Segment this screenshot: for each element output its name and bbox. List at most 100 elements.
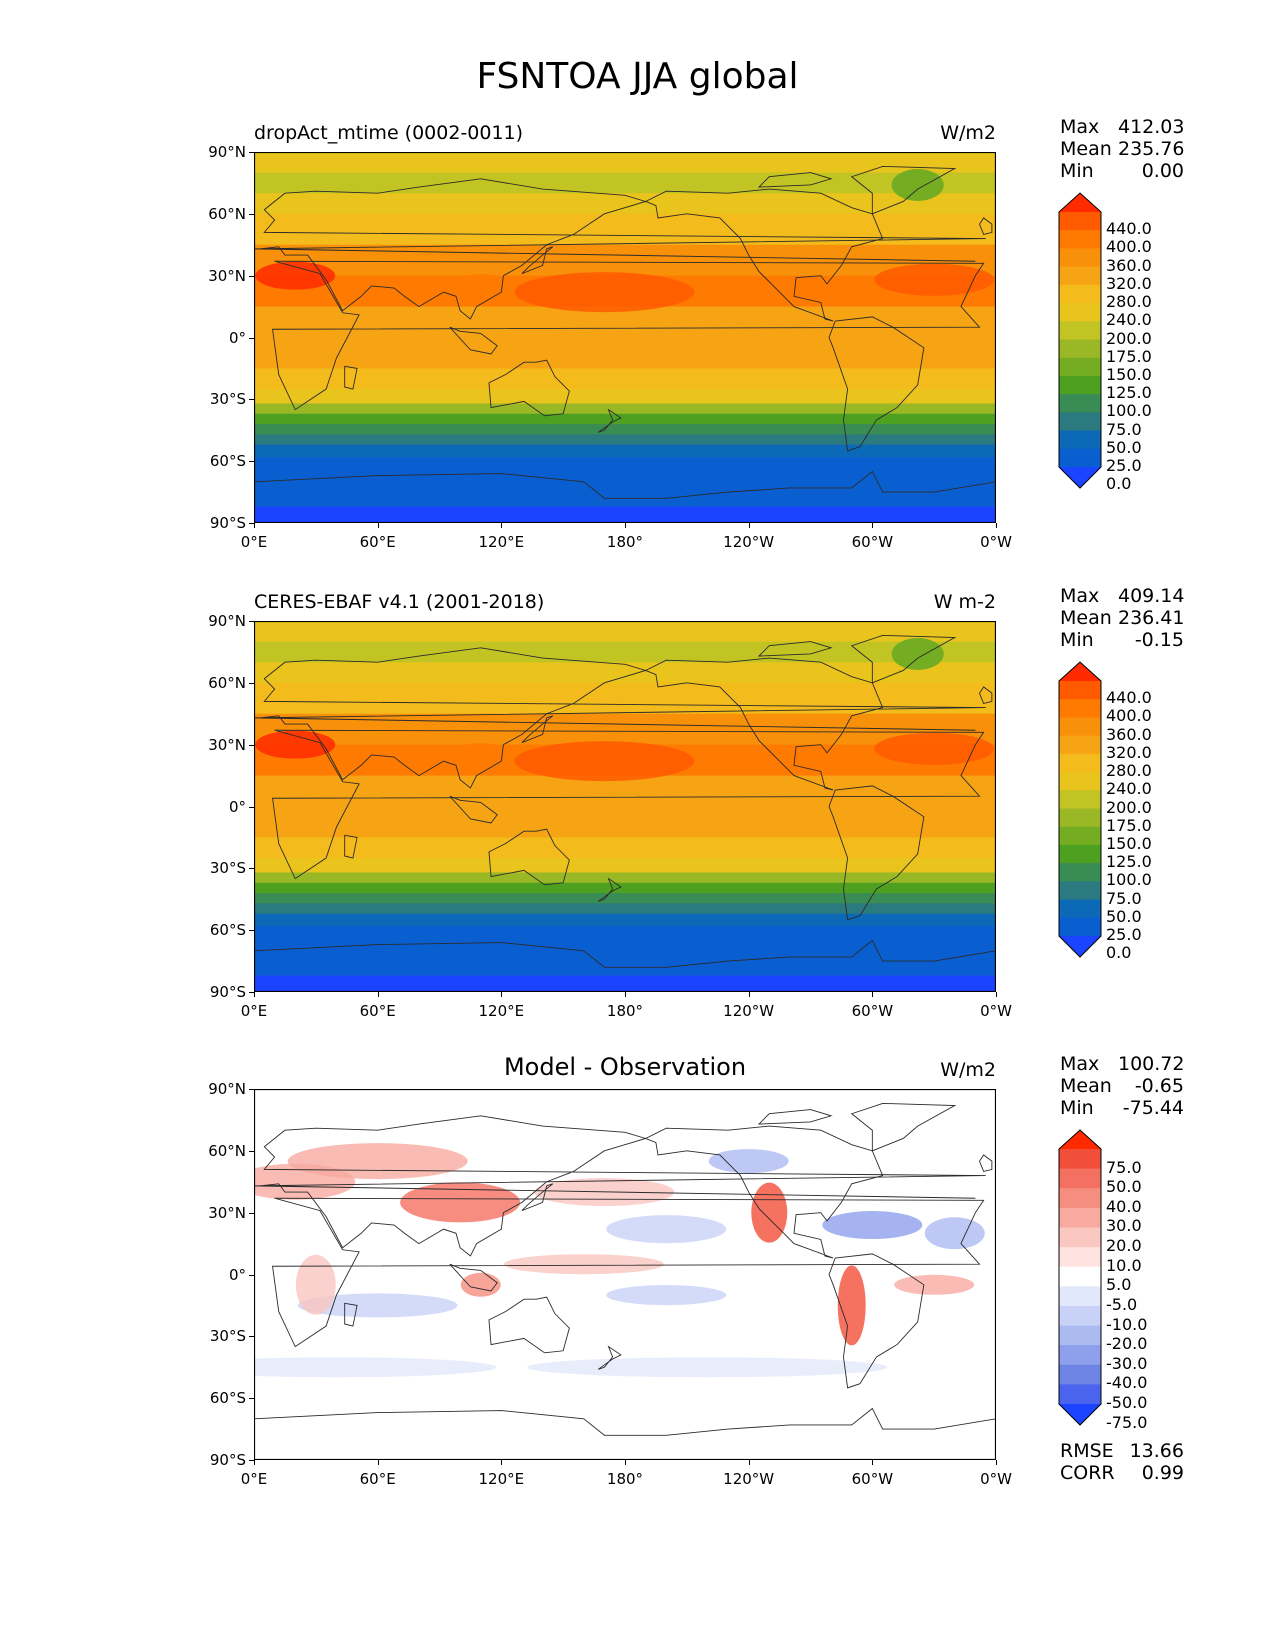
coastline	[850, 634, 957, 684]
colorbar-swatch	[1059, 863, 1101, 882]
colorbar-extend-top	[1059, 662, 1101, 681]
field-feature	[874, 263, 995, 296]
lon-tick-mark	[625, 1460, 626, 1465]
zonal-band	[254, 682, 996, 715]
coastline	[828, 316, 925, 452]
field-feature	[514, 272, 695, 313]
colorbar-extend-bottom	[1059, 1404, 1101, 1425]
lon-tick-label: 0°E	[240, 1002, 268, 1020]
lat-tick-label: 0°	[228, 328, 246, 347]
colorbar-swatch	[1059, 284, 1101, 304]
zonal-band	[254, 621, 996, 643]
lon-tick-mark	[377, 1460, 379, 1465]
lat-tick-mark	[249, 461, 254, 463]
colorbar-swatch	[1059, 1149, 1101, 1170]
colorbar-label: 440.0	[1106, 219, 1152, 239]
colorbar-label: 400.0	[1106, 706, 1152, 726]
coastline	[254, 939, 996, 992]
lon-tick-mark	[625, 992, 626, 997]
zonal-band	[254, 913, 996, 927]
lat-tick-label: 30°S	[209, 859, 246, 878]
colorbar-label: 75.0	[1106, 1157, 1142, 1177]
stat-value: -0.15	[1134, 629, 1184, 651]
colorbar-label: 40.0	[1106, 1196, 1142, 1216]
colorbar-extend-bottom	[1059, 467, 1101, 488]
colorbar-swatch	[1059, 826, 1101, 846]
colorbar-label: 175.0	[1106, 346, 1152, 366]
lon-tick-mark	[872, 523, 874, 528]
colorbar-label: 125.0	[1106, 383, 1152, 403]
lon-tick-mark	[254, 1460, 255, 1465]
coastline	[757, 172, 833, 188]
colorbar-swatch	[1059, 1325, 1101, 1346]
lon-tick-mark	[996, 1460, 997, 1465]
coastline	[254, 1407, 996, 1460]
stat-label: Mean	[1060, 138, 1112, 160]
lat-tick-mark	[249, 992, 254, 993]
colorbar-label: 100.0	[1106, 870, 1152, 890]
lon-tick-label: 180°	[606, 533, 644, 551]
lon-tick-mark	[872, 1460, 874, 1465]
coastline	[488, 828, 570, 886]
coastline	[828, 785, 925, 921]
difference-patch	[400, 1182, 521, 1223]
panel-1-colorbar	[1058, 192, 1102, 489]
lat-tick-label: 30°N	[208, 735, 246, 754]
lat-tick-label: 90°N	[208, 143, 246, 161]
colorbar-swatch	[1059, 375, 1101, 395]
colorbar-label: 75.0	[1106, 419, 1142, 439]
colorbar-label: 75.0	[1106, 888, 1142, 908]
coastline	[344, 1302, 358, 1327]
panel-3-error-stats: RMSE 13.66 CORR 0.99	[1060, 1440, 1184, 1484]
colorbar-label: 25.0	[1106, 925, 1142, 944]
colorbar-swatch	[1059, 448, 1101, 468]
lat-tick-label: 30°S	[209, 1327, 246, 1346]
coastline	[488, 1296, 570, 1354]
lat-tick-label: 30°S	[209, 390, 246, 409]
colorbar-swatch	[1059, 1345, 1101, 1366]
colorbar-swatch	[1059, 917, 1101, 937]
lon-tick-label: 60°W	[851, 1002, 894, 1020]
stat-value: 13.66	[1129, 1440, 1184, 1462]
panel-1-units: W/m2	[940, 122, 996, 144]
panel-2-colorbar	[1058, 661, 1102, 958]
field-feature	[450, 742, 511, 767]
colorbar-swatch	[1059, 394, 1101, 413]
lat-tick-mark	[249, 1212, 254, 1214]
zonal-band	[254, 389, 996, 404]
difference-patch	[606, 1285, 727, 1306]
difference-patch	[606, 1215, 727, 1244]
lon-tick-mark	[872, 992, 874, 997]
field-feature	[255, 261, 336, 290]
colorbar-label: 100.0	[1106, 401, 1152, 421]
colorbar-swatch	[1059, 717, 1101, 737]
lat-tick-mark	[249, 523, 254, 524]
zonal-band	[254, 903, 996, 915]
panel-2-stats: Max 409.14 Mean 236.41 Min -0.15	[1060, 585, 1184, 651]
zonal-band	[254, 506, 996, 523]
lon-tick-label: 120°E	[478, 533, 525, 551]
zonal-band	[254, 872, 996, 884]
lat-tick-label: 90°N	[208, 612, 246, 630]
lon-tick-label: 120°W	[723, 533, 775, 551]
lon-tick-label: 120°E	[478, 1002, 525, 1020]
difference-patch	[751, 1182, 788, 1243]
lon-tick-mark	[748, 1460, 750, 1465]
lat-tick-label: 90°S	[209, 514, 246, 532]
zonal-band	[254, 457, 996, 508]
zonal-band	[254, 806, 996, 838]
coastline	[254, 470, 996, 523]
colorbar-label: 280.0	[1106, 292, 1152, 312]
lat-tick-mark	[249, 152, 254, 153]
colorbar-label: 50.0	[1106, 906, 1142, 926]
difference-patch	[894, 1274, 975, 1295]
zonal-band	[254, 662, 996, 684]
lon-tick-label: 0°W	[980, 1002, 1012, 1020]
colorbar-label: 200.0	[1106, 797, 1152, 817]
map-frame	[254, 1089, 996, 1460]
coastline	[850, 165, 957, 215]
zonal-band	[254, 403, 996, 415]
coastline	[449, 326, 498, 355]
colorbar-swatch	[1059, 844, 1101, 864]
panel-3-stats: Max 100.72 Mean -0.65 Min -75.44	[1060, 1053, 1184, 1119]
